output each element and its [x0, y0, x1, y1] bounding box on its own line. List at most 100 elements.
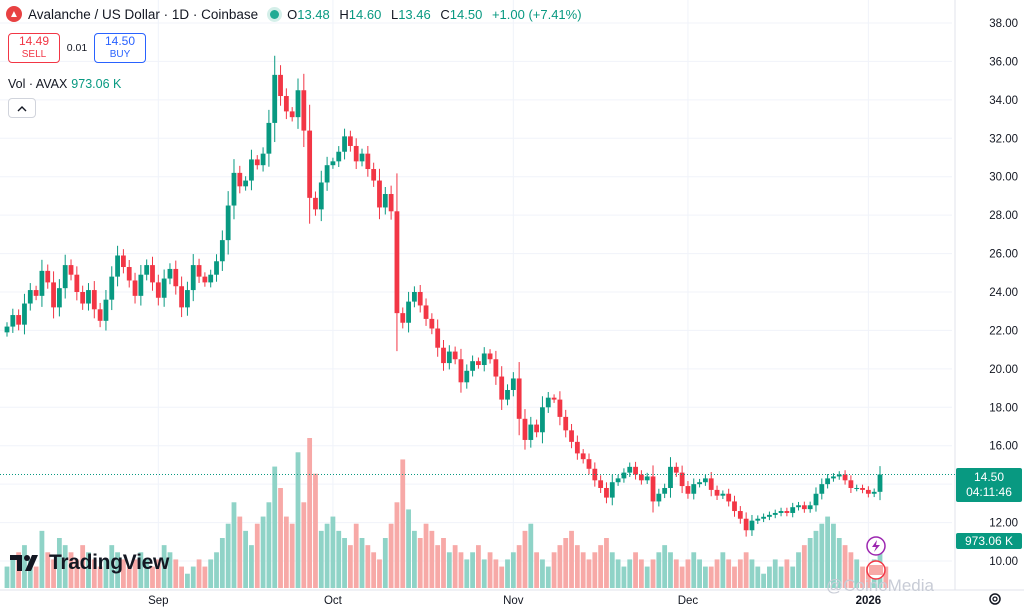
low-label: L — [390, 6, 399, 22]
candle-body — [272, 74, 278, 123]
candle-body — [662, 487, 668, 494]
volume-bar — [138, 552, 144, 588]
candle-body — [342, 136, 347, 152]
volume-bar — [621, 566, 627, 588]
candle-body — [80, 292, 86, 304]
volume-bar — [208, 559, 214, 588]
market-open-indicator-icon — [270, 9, 280, 19]
candle-body — [778, 511, 784, 513]
volume-bar — [45, 552, 51, 588]
candle-body — [266, 122, 272, 154]
volume-bar — [243, 530, 249, 588]
candle-body — [138, 274, 144, 296]
candle-body — [22, 303, 27, 325]
volume-bar — [592, 552, 598, 588]
candle-body — [435, 328, 441, 348]
volume-bar — [371, 552, 377, 588]
volume-bar — [697, 559, 702, 588]
candle-body — [289, 111, 295, 118]
volume-bar — [580, 552, 586, 588]
volume-bar — [656, 552, 662, 588]
candle-body — [604, 487, 609, 498]
volume-bar — [865, 566, 871, 588]
candle-body — [68, 265, 74, 275]
volume-bar — [97, 566, 103, 588]
volume-bar — [720, 552, 726, 588]
candle-body — [528, 424, 534, 440]
volume-bar — [342, 538, 347, 588]
volume-bar — [633, 552, 638, 588]
volume-bar — [400, 459, 406, 588]
volume-bar — [406, 509, 411, 588]
sell-button[interactable]: 14.49 SELL — [8, 33, 60, 63]
volume-bar — [103, 559, 109, 588]
price-change: +1.00 (+7.41%) — [491, 6, 582, 22]
candle-body — [196, 265, 202, 277]
volume-bar — [39, 530, 45, 588]
volume-bar — [609, 552, 615, 588]
candle-body — [126, 267, 132, 281]
candle-body — [16, 315, 22, 325]
candle-body — [691, 484, 697, 494]
volume-bar — [423, 523, 429, 588]
volume-bar — [481, 559, 487, 588]
volume-bar — [551, 552, 557, 588]
candle-body — [621, 472, 627, 479]
volume-bar — [417, 538, 423, 588]
volume-legend[interactable]: Vol · AVAX 973.06 K — [8, 77, 121, 91]
y-tick-label: 28.00 — [989, 210, 1018, 222]
collapse-legend-button[interactable] — [8, 98, 36, 118]
candle-body — [97, 309, 103, 321]
volume-bar — [249, 545, 254, 588]
avalanche-logo-icon: ▲ — [6, 6, 22, 22]
volume-bar — [161, 545, 167, 588]
volume-bar — [109, 545, 115, 588]
candle-body — [202, 276, 208, 283]
volume-value: 973.06 K — [71, 77, 122, 91]
symbol-title[interactable]: Avalanche / US Dollar · 1D · Coinbase — [28, 6, 259, 22]
candle-body — [708, 478, 714, 490]
volume-bar — [796, 552, 801, 588]
candle-body — [394, 211, 400, 314]
volume-bar — [836, 538, 842, 588]
volume-bar — [819, 523, 825, 588]
volume-bar — [831, 523, 836, 588]
y-tick-label: 10.00 — [989, 556, 1018, 568]
candle-body — [697, 482, 702, 485]
volume-bar — [452, 545, 458, 588]
volume-bar — [115, 552, 120, 588]
volume-bar — [761, 573, 766, 588]
y-tick-label: 16.00 — [989, 441, 1018, 453]
volume-bar — [266, 502, 272, 588]
candle-body — [359, 153, 365, 162]
volume-bar — [662, 545, 668, 588]
candle-body — [307, 130, 313, 198]
volume-bar — [283, 516, 289, 588]
candle-body — [400, 313, 406, 323]
candle-body — [633, 466, 638, 475]
candle-body — [208, 274, 214, 283]
buy-button[interactable]: 14.50 BUY — [94, 33, 146, 63]
volume-bar — [388, 523, 394, 588]
candle-body — [278, 74, 283, 97]
candle-body — [569, 430, 574, 442]
y-tick-label: 38.00 — [989, 18, 1018, 30]
tradingview-logo[interactable]: TradingView — [10, 551, 169, 575]
chart-header: ▲ Avalanche / US Dollar · 1D · Coinbase … — [6, 6, 588, 22]
volume-bar — [516, 545, 522, 588]
open-value: 13.48 — [297, 6, 330, 22]
candle-body — [877, 474, 883, 492]
volume-bar — [10, 559, 16, 588]
candle-body — [365, 153, 371, 170]
volume-bar — [860, 566, 865, 588]
candle-body — [737, 511, 743, 519]
volume-bar — [528, 523, 534, 588]
volume-bar — [68, 552, 74, 588]
candle-body — [441, 347, 446, 364]
candle-body — [615, 478, 621, 483]
y-tick-label: 32.00 — [989, 133, 1018, 145]
candle-body — [301, 90, 307, 131]
chevron-up-icon — [17, 105, 27, 111]
gear-icon[interactable] — [988, 592, 1002, 606]
